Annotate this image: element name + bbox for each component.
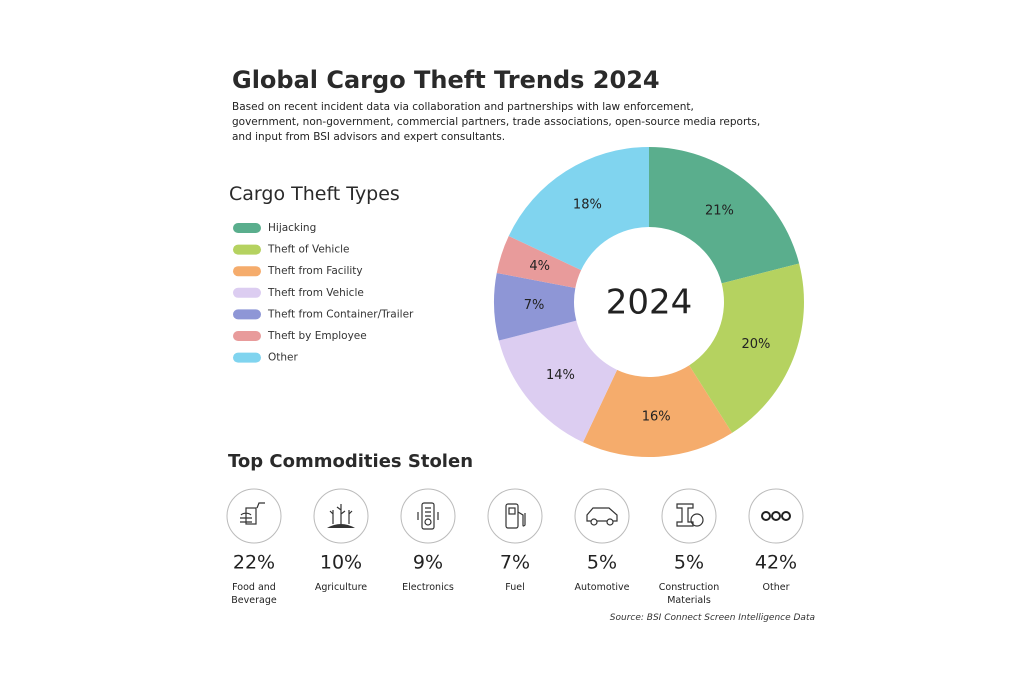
section-title: Top Commodities Stolen <box>228 451 474 472</box>
icon-part <box>771 511 781 521</box>
commodity-label: Food and Beverage <box>231 582 277 606</box>
source: Source: BSI Connect Screen Intelligence … <box>609 613 815 623</box>
legend-label: Theft from Facility <box>267 265 363 277</box>
commodity-icon <box>505 503 526 529</box>
commodity-icon <box>586 507 618 526</box>
icon-part <box>690 513 704 527</box>
title: Global Cargo Theft Trends 2024 <box>232 66 660 94</box>
icon-part <box>424 518 432 526</box>
legend-swatch <box>233 331 261 341</box>
icon-circle <box>226 488 282 544</box>
commodity-icon <box>240 502 265 525</box>
data-label: 4% <box>529 259 550 274</box>
commodity-percent: 22% <box>233 552 275 574</box>
center-label: 2024 <box>606 283 693 323</box>
legend-swatch <box>233 266 261 277</box>
commodity-percent: 7% <box>500 552 530 574</box>
icon-part <box>421 502 435 530</box>
icon-part <box>517 511 526 527</box>
commodity-label: Automotive <box>574 582 630 593</box>
donut-segment <box>498 320 618 443</box>
legend-label: Theft from Container/Trailer <box>267 308 414 320</box>
commodity-percent: 10% <box>320 552 362 574</box>
commodity-percent: 5% <box>674 552 704 574</box>
legend-label: Other <box>268 352 298 364</box>
donut-segment <box>496 236 582 288</box>
legend-label: Theft by Employee <box>267 330 367 342</box>
data-label: 21% <box>705 204 734 219</box>
legend-swatch <box>233 309 261 320</box>
icon-part <box>590 518 598 526</box>
icon-part <box>240 512 252 523</box>
donut-segment <box>689 263 804 433</box>
icon-part <box>256 502 265 509</box>
commodity-percent: 9% <box>413 552 443 574</box>
commodity-percent: 42% <box>755 552 797 574</box>
legend-label: Theft from Vehicle <box>267 287 364 299</box>
donut-segment <box>583 365 733 457</box>
data-label: 20% <box>741 337 770 352</box>
donut-segment <box>649 147 800 284</box>
legend-label: Theft of Vehicle <box>267 244 350 256</box>
icon-part <box>508 507 516 515</box>
legend-swatch <box>233 287 261 298</box>
commodity-icon <box>761 511 791 521</box>
commodity-label: Fuel <box>505 582 525 593</box>
icon-part <box>781 511 791 521</box>
legend-swatch <box>233 223 261 233</box>
legend-swatch <box>233 352 261 363</box>
subtitle: Based on recent incident data via collab… <box>232 101 761 143</box>
icon-part <box>761 511 771 521</box>
commodity-label: Agriculture <box>314 582 368 593</box>
commodity-percent: 5% <box>587 552 617 574</box>
commodity-label: Other <box>762 582 790 593</box>
donut-segment <box>508 147 649 271</box>
data-label: 16% <box>642 409 671 424</box>
icon-part <box>245 507 257 525</box>
icon-part <box>417 507 439 520</box>
icon-part <box>327 524 355 528</box>
icon-part <box>606 518 614 526</box>
data-label: 7% <box>524 298 545 313</box>
icon-part <box>586 507 618 522</box>
icon-circle <box>748 488 804 544</box>
commodity-icon <box>327 504 355 528</box>
icon-part <box>329 504 353 524</box>
chart-title: Cargo Theft Types <box>229 183 400 205</box>
legend-swatch <box>233 244 261 255</box>
commodity-icon <box>417 502 439 530</box>
data-label: 14% <box>546 368 575 383</box>
icon-circle <box>661 488 717 544</box>
icon-part <box>676 503 694 527</box>
icon-part <box>505 503 519 529</box>
donut-segment <box>494 272 577 341</box>
commodity-label: Electronics <box>402 582 454 593</box>
icon-circle <box>574 488 630 544</box>
icon-circle <box>487 488 543 544</box>
commodity-label: Construction Materials <box>658 582 720 606</box>
data-label: 18% <box>573 197 602 212</box>
commodity-icon <box>676 503 704 527</box>
legend-label: Hijacking <box>268 222 316 234</box>
